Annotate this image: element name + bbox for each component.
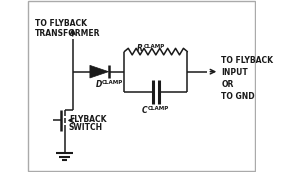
Text: TO FLYBACK: TO FLYBACK (221, 56, 273, 65)
Text: C: C (142, 106, 147, 115)
Text: FLYBACK: FLYBACK (69, 115, 106, 124)
Text: CLAMP: CLAMP (148, 106, 169, 111)
Text: SWITCH: SWITCH (69, 123, 103, 132)
Text: CLAMP: CLAMP (144, 44, 165, 49)
Polygon shape (90, 65, 109, 78)
Text: CLAMP: CLAMP (102, 80, 123, 85)
Text: TO GND: TO GND (221, 92, 255, 101)
Text: TO FLYBACK
TRANSFORMER: TO FLYBACK TRANSFORMER (35, 19, 100, 38)
Text: R: R (137, 44, 143, 53)
Text: D: D (96, 80, 102, 89)
Text: INPUT: INPUT (221, 68, 248, 77)
Text: OR: OR (221, 80, 233, 89)
